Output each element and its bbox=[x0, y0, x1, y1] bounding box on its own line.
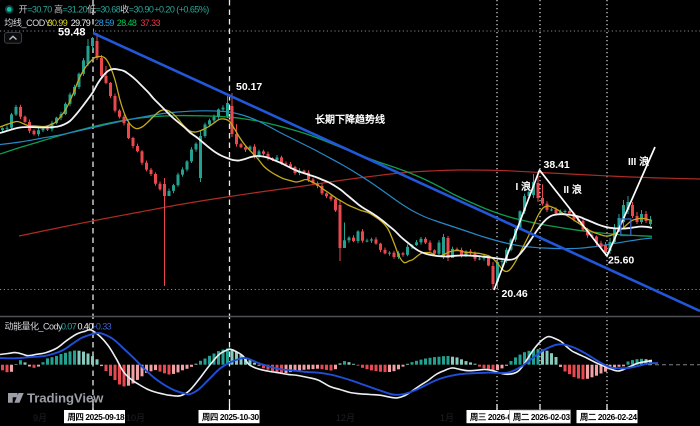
svg-text:+0.20 (+0.65%): +0.20 (+0.65%) bbox=[154, 5, 209, 15]
svg-text:30.99: 30.99 bbox=[48, 18, 68, 28]
svg-text:周二 2026-02-24: 周二 2026-02-24 bbox=[580, 412, 638, 422]
svg-text:TradingView: TradingView bbox=[27, 391, 104, 406]
svg-text:9月: 9月 bbox=[33, 413, 47, 423]
svg-text:0.07: 0.07 bbox=[61, 322, 77, 332]
svg-text:50.17: 50.17 bbox=[236, 81, 262, 93]
svg-text:动能量化_Cody: 动能量化_Cody bbox=[5, 321, 64, 332]
svg-text:=31.20: =31.20 bbox=[63, 5, 88, 15]
svg-text:周二 2026-02-03: 周二 2026-02-03 bbox=[513, 412, 571, 422]
svg-text:=30.70: =30.70 bbox=[27, 5, 52, 15]
svg-text:37.33: 37.33 bbox=[140, 18, 160, 28]
svg-text:=30.68: =30.68 bbox=[96, 5, 121, 15]
svg-text:I 浪: I 浪 bbox=[516, 180, 532, 193]
svg-text:长期下降趋势线: 长期下降趋势线 bbox=[315, 113, 385, 126]
svg-text:收: 收 bbox=[120, 4, 129, 15]
svg-text:25.60: 25.60 bbox=[608, 255, 634, 267]
svg-text:20.46: 20.46 bbox=[502, 288, 528, 300]
svg-text:周四 2025-09-18: 周四 2025-09-18 bbox=[68, 412, 126, 422]
svg-text:12月: 12月 bbox=[336, 413, 355, 423]
svg-text:10月: 10月 bbox=[126, 413, 145, 423]
svg-text:59.48: 59.48 bbox=[58, 27, 86, 39]
svg-text:低: 低 bbox=[87, 4, 96, 15]
svg-text:=30.90: =30.90 bbox=[129, 5, 154, 15]
svg-text:38.41: 38.41 bbox=[544, 159, 570, 171]
svg-text:开: 开 bbox=[19, 5, 28, 15]
svg-text:周四 2025-10-30: 周四 2025-10-30 bbox=[202, 412, 260, 422]
svg-text:III 浪: III 浪 bbox=[628, 155, 649, 168]
svg-text:28.48: 28.48 bbox=[117, 18, 137, 28]
svg-text:29.79: 29.79 bbox=[71, 18, 91, 28]
svg-text:28.59: 28.59 bbox=[94, 18, 114, 28]
svg-text:1月: 1月 bbox=[440, 413, 454, 423]
svg-text:周三 2026-01-21: 周三 2026-01-21 bbox=[470, 412, 528, 422]
svg-text:均线_CODY: 均线_CODY bbox=[4, 17, 51, 28]
svg-text:-0.33: -0.33 bbox=[94, 322, 112, 332]
svg-text:高: 高 bbox=[54, 4, 63, 15]
svg-text:II 浪: II 浪 bbox=[564, 183, 582, 196]
svg-text:0.40: 0.40 bbox=[78, 322, 94, 332]
